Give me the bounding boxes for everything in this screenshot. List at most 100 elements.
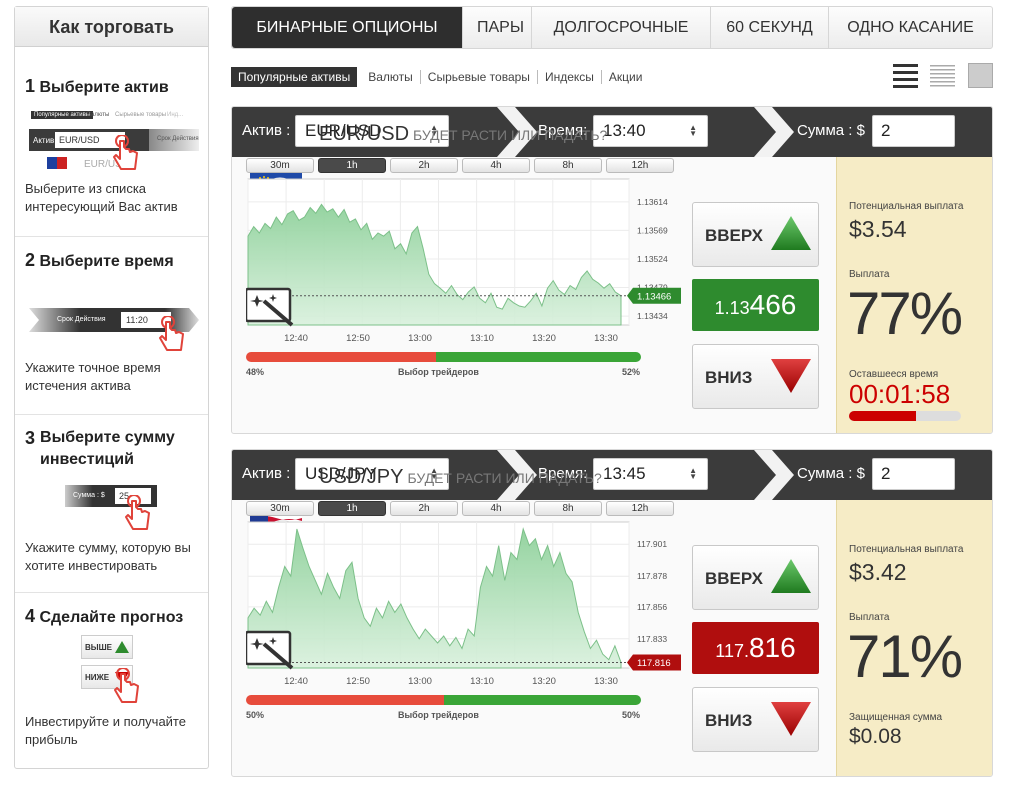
trader-red-pct: 48% (246, 367, 265, 377)
step-4: 4 Сделайте прогноз (15, 605, 208, 629)
timeframe-1h[interactable]: 1h (318, 158, 386, 173)
tab-one-touch[interactable]: ОДНО КАСАНИЕ (847, 19, 974, 36)
chart-y-tick: 1.13434 (637, 311, 668, 321)
trader-choice-red (246, 695, 444, 705)
step-3-illustration: Сумма : $ 25 (65, 485, 165, 535)
trade-panel-usdjpy: Актив : USD/JPY ▲ ▼ Время: 13:45 ▲ ▼ Сумма :… (231, 449, 993, 777)
step-4-illustration: ВЫШЕ НИЖЕ (81, 635, 141, 703)
down-arrow-icon (771, 702, 811, 736)
timeframe-30m[interactable]: 30m (246, 501, 314, 516)
tab-binary-options[interactable]: БИНАРНЫЕ ОПЦИОНЫ (232, 7, 463, 48)
timeframe-4h[interactable]: 4h (462, 158, 530, 173)
current-price: 117.816 (692, 622, 819, 674)
mini-time-label: Срок Действия (57, 316, 106, 323)
step-2-title: 2 Выберите время (25, 250, 174, 270)
amount-input[interactable]: 2 (872, 115, 955, 147)
call-up-button[interactable]: ВВЕРХ (692, 202, 819, 267)
step-chevron-icon (754, 107, 794, 157)
call-up-button[interactable]: ВВЕРХ (692, 545, 819, 610)
chart-y-tick: 1.13524 (637, 254, 668, 264)
tab-60-seconds[interactable]: 60 СЕКУНД (711, 7, 829, 48)
asset-label: Актив : (242, 122, 291, 139)
mini-amount-label: Сумма : $ (73, 492, 105, 499)
subnav-commodities[interactable]: Сырьевые товары (421, 70, 538, 84)
chart-x-tick: 13:00 (408, 333, 432, 344)
amount-input[interactable]: 2 (872, 458, 955, 490)
time-left-label: Оставшееся время (849, 369, 939, 380)
asset-label: Актив : (242, 465, 291, 482)
amount-label: Сумма : $ (797, 122, 865, 139)
price-chart: 1.13614 1.13569 1.13524 1.13479 1.13434 1.134… (246, 178, 681, 344)
chart-x-tick: 13:10 (470, 676, 494, 687)
timeframe-12h[interactable]: 12h (606, 158, 674, 173)
timeframe-12h[interactable]: 12h (606, 501, 674, 516)
list-view-icon[interactable] (893, 63, 918, 88)
pair-title: EUR/USD БУДЕТ РАСТИ ИЛИ ПАДАТЬ? (319, 123, 608, 145)
chart-x-tick: 13:30 (594, 333, 618, 344)
tab-long-term[interactable]: ДОЛГОСРОЧНЫЕ (532, 7, 711, 48)
step-divider (15, 414, 208, 415)
trader-choice-label: Выбор трейдеров (398, 367, 479, 377)
chart-y-tick: 1.13614 (637, 197, 668, 207)
select-arrows-icon: ▲ ▼ (689, 466, 697, 481)
asset-select[interactable]: EUR/USD ▲ ▼ (295, 115, 449, 147)
payout-label: Выплата (849, 612, 890, 623)
mini-tab-currency: Валюты (87, 112, 110, 118)
trader-red-pct: 50% (246, 710, 265, 720)
sidebar-title: Как торговать (15, 7, 208, 47)
chart-x-tick: 12:50 (346, 333, 370, 344)
mini-tab-commodities: Сырьевые товары (115, 112, 167, 118)
pair-title: USD/JPY БУДЕТ РАСТИ ИЛИ ПАДАТЬ? (319, 466, 602, 488)
chart-y-tick: 117.901 (637, 539, 667, 549)
timeframe-1h[interactable]: 1h (318, 501, 386, 516)
chart-y-tick: 117.833 (637, 634, 667, 644)
asset-select[interactable]: USD/JPY ▲ ▼ (295, 458, 449, 490)
time-select[interactable]: 13:45 ▲ ▼ (593, 458, 708, 490)
up-arrow-icon (115, 641, 129, 653)
compact-view-icon[interactable] (930, 63, 955, 88)
magic-wand-icon (246, 287, 294, 327)
chart-x-tick: 12:50 (346, 676, 370, 687)
payout-percent: 77% (847, 280, 963, 347)
protected-amount-value: $0.08 (849, 725, 902, 748)
time-left-value: 00:01:58 (849, 379, 951, 409)
timeframe-4h[interactable]: 4h (462, 501, 530, 516)
subnav-currencies[interactable]: Валюты (361, 70, 421, 84)
subnav-popular[interactable]: Популярные активы (231, 67, 358, 87)
price-chart: 117.901 117.878 117.856 117.833 117.816 12:40… (246, 521, 681, 687)
trader-choice-green (443, 695, 641, 705)
chart-x-tick: 12:40 (284, 333, 308, 344)
time-select[interactable]: 13:40 ▲ ▼ (593, 115, 708, 147)
timeframe-2h[interactable]: 2h (390, 158, 458, 173)
chart-x-tick: 13:00 (408, 676, 432, 687)
how-to-trade-sidebar: Как торговать 1 Выберите актив Популярны… (14, 6, 209, 769)
hand-cursor-icon (125, 495, 150, 530)
put-down-button[interactable]: ВНИЗ (692, 344, 819, 409)
mini-asset-value: EUR/USD (55, 132, 125, 148)
subnav-indices[interactable]: Индексы (538, 70, 602, 84)
put-down-button[interactable]: ВНИЗ (692, 687, 819, 752)
mini-tab-popular: Популярные активы (31, 111, 94, 119)
trader-choice-bar (246, 695, 641, 705)
step-3: 3 Выберите сумму инвестиций (15, 427, 208, 471)
asset-category-nav: Популярные активы Валюты Сырьевые товары… (231, 67, 649, 87)
mini-up-button: ВЫШЕ (81, 635, 133, 659)
up-arrow-icon (771, 216, 811, 250)
timeframe-8h[interactable]: 8h (534, 158, 602, 173)
chart-x-tick: 13:20 (532, 333, 556, 344)
chart-y-tick: 117.878 (637, 571, 667, 581)
grid-view-icon[interactable] (968, 63, 993, 88)
timeframe-2h[interactable]: 2h (390, 501, 458, 516)
trade-panel-eurusd: Актив : EUR/USD ▲ ▼ Время: 13:40 ▲ ▼ Сумма :… (231, 106, 993, 434)
mini-asset-label: Актив (33, 136, 55, 145)
subnav-stocks[interactable]: Акции (608, 70, 643, 84)
tab-pairs[interactable]: ПАРЫ (463, 7, 532, 48)
timeframe-8h[interactable]: 8h (534, 501, 602, 516)
option-type-tabs: БИНАРНЫЕ ОПЦИОНЫ ПАРЫ ДОЛГОСРОЧНЫЕ 60 СЕ… (231, 6, 993, 49)
step-chevron-icon (754, 450, 794, 500)
hand-cursor-icon (113, 135, 138, 170)
timeframe-30m[interactable]: 30m (246, 158, 314, 173)
potential-payout-value: $3.42 (849, 559, 907, 585)
payout-percent: 71% (847, 623, 963, 690)
trade-bar: Актив : EUR/USD ▲ ▼ Время: 13:40 ▲ ▼ Сумма :… (232, 107, 992, 157)
